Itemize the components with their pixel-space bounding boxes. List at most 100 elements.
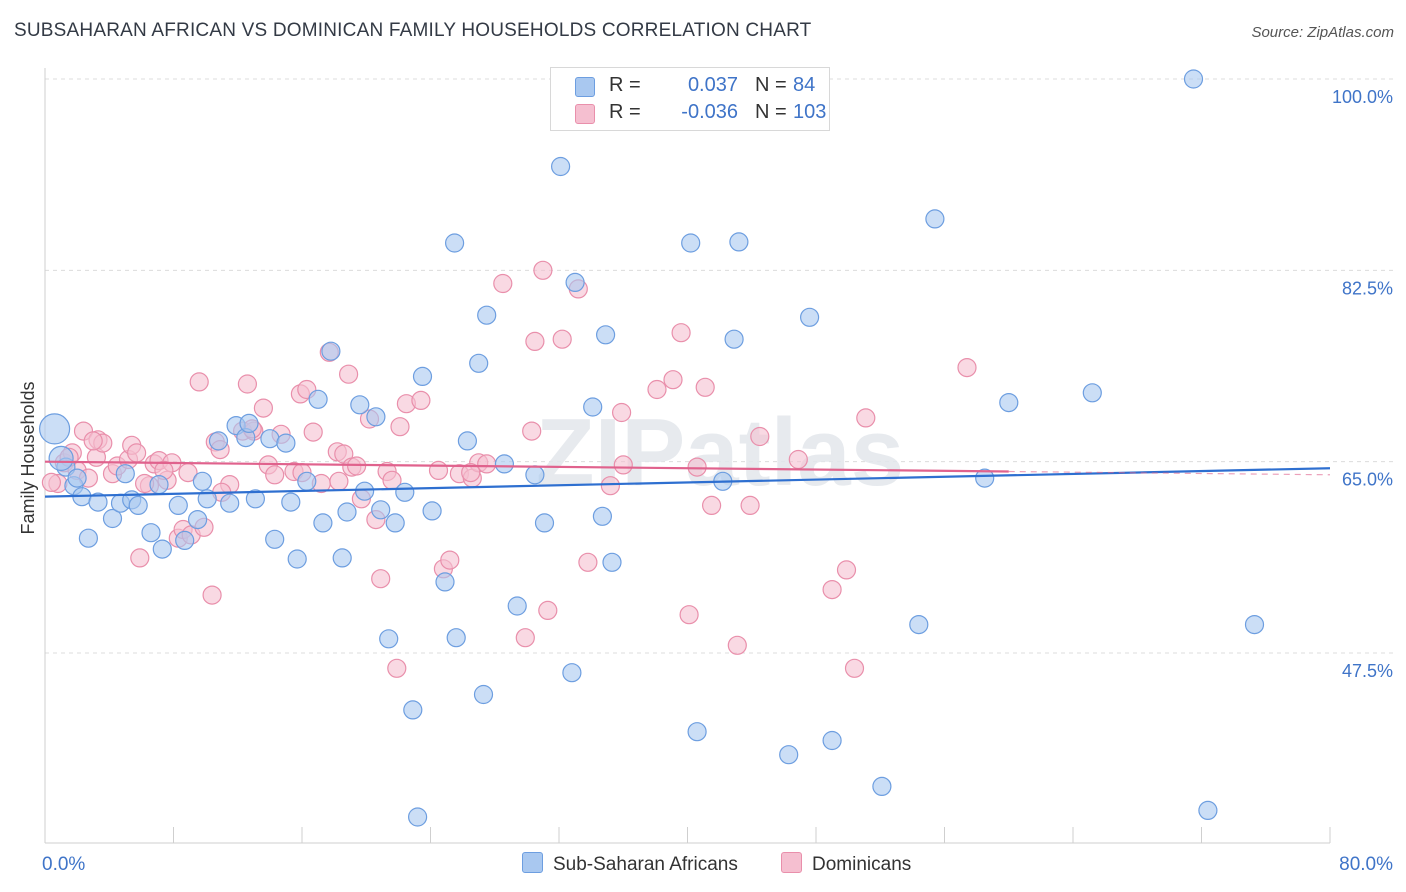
dominican-point <box>265 465 285 485</box>
points-layer <box>38 69 1265 827</box>
dominican-point <box>701 495 722 515</box>
dominican-point <box>538 600 558 621</box>
subsaharan-point <box>38 413 71 445</box>
subsaharan-point <box>925 209 945 229</box>
source-label: Source: ZipAtlas.com <box>1251 24 1394 41</box>
subsaharan-point <box>192 471 212 491</box>
dominican-point <box>202 585 222 605</box>
legend-r-value: 0.037 <box>687 74 738 96</box>
dominican-point <box>578 552 598 572</box>
subsaharan-point <box>473 684 494 705</box>
subsaharan-point <box>1198 800 1218 821</box>
axes <box>44 68 1331 844</box>
subsaharan-point <box>1244 614 1265 635</box>
y-tick-label-1: 65.0% <box>1342 470 1393 490</box>
stats-legend: R = 0.037 N = 84 R = -0.036 N = 103 <box>550 67 830 131</box>
dominican-point <box>822 579 842 600</box>
subsaharan-point <box>350 395 370 415</box>
dominican-point <box>253 398 273 418</box>
dominican-point <box>83 431 103 451</box>
subsaharan-point <box>592 506 613 526</box>
subsaharan-point <box>78 528 99 548</box>
dominican-point <box>411 390 431 410</box>
dominican-point <box>237 374 257 394</box>
subsaharan-point <box>799 307 820 327</box>
subsaharan-point <box>872 776 892 797</box>
y-axis-label: Family Households <box>18 381 38 534</box>
legend-r-label: R = <box>609 101 641 123</box>
subsaharan-point <box>385 513 405 533</box>
subsaharan-point <box>550 156 571 177</box>
subsaharan-point <box>565 272 585 292</box>
legend-r-label: R = <box>609 74 641 96</box>
subsaharan-point <box>332 548 352 568</box>
subsaharan-point <box>152 539 172 559</box>
subsaharan-point <box>457 431 477 451</box>
bottom-legend-swatch-pink <box>781 852 802 873</box>
dominican-point <box>41 472 62 492</box>
dominican-point <box>750 426 770 447</box>
legend-n-value: 84 <box>793 74 816 96</box>
subsaharan-point <box>507 596 527 616</box>
subsaharan-point <box>779 745 799 765</box>
subsaharan-point <box>687 722 707 742</box>
subsaharan-point <box>435 572 455 592</box>
subsaharan-point <box>355 481 375 501</box>
dominican-point <box>522 421 542 441</box>
subsaharan-point <box>48 445 74 471</box>
dominican-point <box>461 463 481 483</box>
dominican-point <box>390 417 410 437</box>
subsaharan-point <box>141 523 161 543</box>
subsaharan-point <box>88 492 108 512</box>
dominican-point <box>836 560 857 580</box>
grid <box>45 78 1393 654</box>
subsaharan-point <box>975 468 995 488</box>
legend-swatch-blue <box>575 77 595 97</box>
dominican-point <box>130 548 150 568</box>
dominican-point <box>600 476 621 496</box>
subsaharan-point <box>175 530 195 551</box>
subsaharan-point <box>562 663 582 683</box>
dominican-point <box>525 331 545 351</box>
subsaharan-point <box>371 500 391 520</box>
subsaharan-point <box>525 465 545 485</box>
subsaharan-point <box>337 502 357 522</box>
x-tick-label-0: 0.0% <box>42 854 85 875</box>
subsaharan-point <box>276 433 296 453</box>
subsaharan-point <box>168 495 188 515</box>
subsaharan-point <box>379 629 399 649</box>
dominican-point <box>856 408 876 428</box>
dominican-point <box>533 260 553 280</box>
legend-n-label: N = <box>755 74 787 96</box>
subsaharan-point <box>909 614 929 635</box>
subsaharan-point <box>412 366 433 386</box>
x-tick-label-1: 80.0% <box>1339 854 1393 875</box>
subsaharan-point <box>477 305 497 325</box>
subsaharan-point <box>395 482 415 502</box>
subsaharan-point <box>115 464 135 484</box>
dominican-point <box>727 635 747 655</box>
dominican-point <box>611 402 632 423</box>
dominican-point <box>671 323 691 343</box>
subsaharan-point <box>602 552 622 572</box>
subsaharan-point <box>445 233 465 253</box>
dominican-point <box>687 457 707 477</box>
dominican-point <box>189 372 209 392</box>
dominican-point <box>647 379 667 400</box>
dominican-point <box>515 628 535 648</box>
bottom-legend-subsaharan: Sub-Saharan Africans <box>522 852 738 876</box>
bottom-legend-label-subsaharan: Sub-Saharan Africans <box>553 854 738 875</box>
subsaharan-point <box>102 508 123 529</box>
legend-r-value: -0.036 <box>681 101 738 123</box>
bottom-legend-swatch-blue <box>522 852 543 873</box>
subsaharan-point <box>583 397 603 417</box>
legend-swatch-pink <box>575 104 595 124</box>
legend-n-value: 103 <box>793 101 827 123</box>
bottom-legend-dominican: Dominicans <box>781 852 911 876</box>
subsaharan-point <box>313 513 333 533</box>
dominican-point <box>788 449 808 470</box>
subsaharan-point <box>265 529 285 549</box>
subsaharan-point <box>260 429 280 449</box>
subsaharan-point <box>197 489 217 509</box>
